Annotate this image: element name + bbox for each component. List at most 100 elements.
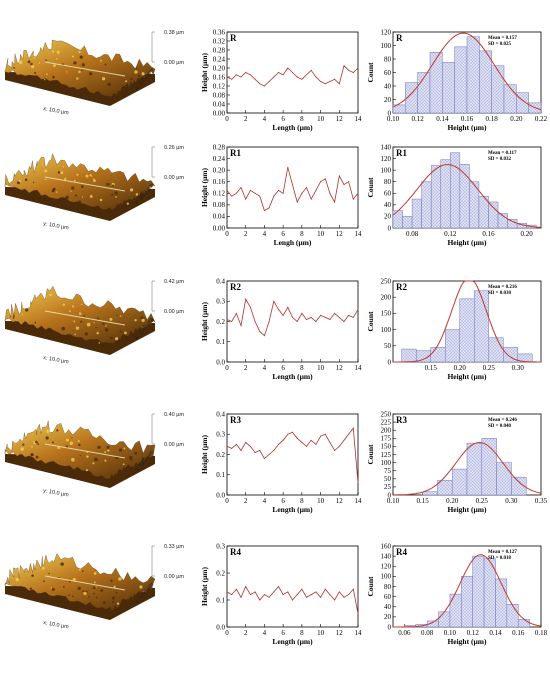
x-tick-label: 8 [300, 629, 304, 637]
y-tick-label: 0.3 [216, 298, 225, 306]
profile-point [292, 184, 293, 186]
histogram-bar [454, 46, 468, 114]
afm-scan-line [44, 575, 126, 591]
y-tick-label: 0 [388, 491, 392, 499]
y-tick-label: 0.28 [213, 46, 226, 54]
afm-texture-speck [30, 62, 33, 66]
y-axis-label: Count [366, 62, 375, 83]
profile-frame [226, 31, 359, 114]
afm-z-max-label: 0.42 µm [164, 279, 184, 285]
afm-texture-speck [76, 77, 79, 80]
x-tick-label: 0.10 [387, 497, 400, 505]
y-tick-label: 0.1 [216, 338, 225, 346]
x-tick-label: 0.12 [444, 230, 457, 238]
afm-texture-speck [73, 179, 76, 182]
histogram-sd-label: SD = 0.032 [488, 157, 511, 162]
afm-texture-speck [34, 321, 37, 324]
afm-texture-speck [78, 50, 81, 54]
afm-texture-speck [71, 55, 75, 58]
profile-point [334, 312, 336, 314]
profile-point [268, 81, 270, 82]
profile-point [352, 427, 354, 429]
profile-point [268, 454, 270, 455]
afm-texture-speck [126, 202, 129, 205]
afm-texture-speck [105, 325, 107, 327]
profile-point [357, 482, 359, 484]
y-tick-label: 0.20 [213, 64, 226, 72]
profile-point [287, 306, 289, 308]
profile-point [240, 449, 242, 451]
afm-texture-speck [128, 455, 133, 460]
afm-z-max-label: 0.38 µm [164, 30, 184, 36]
afm-texture-speck [150, 319, 154, 322]
histogram-bar [503, 84, 517, 114]
x-tick-label: 0.18 [535, 629, 548, 637]
afm-texture-speck [110, 336, 113, 340]
y-tick-label: 0.1 [216, 471, 225, 479]
afm-texture-speck [15, 577, 20, 582]
histogram-bar [401, 348, 417, 363]
afm-texture-speck [96, 331, 99, 335]
y-axis-label: Count [366, 444, 375, 465]
y-tick-label: 25 [384, 483, 392, 491]
profile-point [259, 83, 261, 85]
profile-point [310, 439, 312, 441]
afm-z-min-label: 0.00 µm [164, 574, 184, 580]
y-tick-label: 40 [384, 603, 392, 611]
x-tick-label: 0.08 [421, 629, 434, 637]
afm-texture-speck [50, 587, 52, 589]
x-tick-label: 0.30 [512, 364, 525, 372]
afm-texture-speck [85, 469, 88, 472]
histogram-bar [449, 593, 462, 628]
height-profile-chart: 0.0 0.1 0.2 0.3 0.4 0 2 4 6 8 10 12 14 Length (µm) Hei… [200, 277, 362, 381]
afm-texture-speck [118, 577, 122, 581]
y-tick-label: 100 [381, 573, 392, 581]
x-axis-label: Height (µm) [447, 372, 487, 381]
afm-texture-speck [122, 463, 125, 466]
x-tick-label: 12 [336, 497, 344, 505]
afm-texture-speck [45, 59, 47, 61]
profile-point [343, 321, 345, 322]
x-axis-label: Height (µm) [447, 637, 487, 646]
afm-texture-speck [82, 590, 85, 593]
afm-texture-speck [44, 78, 46, 81]
profile-point [301, 588, 303, 590]
profile-point [324, 178, 326, 180]
figure-row-3: 0.40 µm0.00 µmy: 10.0 µmx: 10.0 µm0.00.1… [4, 410, 548, 514]
afm-texture-speck [106, 445, 110, 449]
afm-texture-speck [123, 447, 126, 450]
figure-row-4: 0.33 µm0.00 µmx: 10.0 µmy: 10.0 µm0.00.1… [4, 542, 548, 646]
x-tick-label: 4 [263, 230, 267, 238]
histogram-bar [444, 329, 460, 363]
afm-texture-speck [115, 337, 119, 341]
afm-texture-speck [100, 59, 102, 62]
afm-texture-speck [112, 184, 115, 187]
histogram-bar [491, 65, 505, 114]
profile-point [254, 321, 256, 322]
afm-texture-speck [45, 178, 47, 180]
histogram-bar [474, 290, 490, 363]
x-tick-label: 12 [336, 629, 344, 637]
y-tick-label: 20 [384, 96, 392, 104]
y-tick-label: 0 [388, 358, 392, 366]
afm-texture-speck [74, 333, 77, 336]
afm-texture-speck [93, 592, 95, 595]
profile-point [329, 81, 331, 82]
y-tick-label: 0.4 [216, 277, 225, 285]
panel-label: R [396, 33, 403, 43]
afm-texture-speck [62, 303, 66, 306]
profile-point [334, 201, 336, 203]
x-tick-label: 8 [300, 497, 304, 505]
profile-point [226, 76, 228, 78]
y-tick-label: 0.08 [213, 91, 226, 99]
profile-point [357, 613, 359, 614]
afm-x-axis-label: x: 10.0 µm [43, 106, 70, 116]
profile-point [296, 594, 298, 596]
gaussian-fit-curve [393, 441, 542, 496]
afm-texture-speck [22, 443, 25, 446]
profile-point [320, 181, 322, 183]
afm-texture-speck [90, 175, 93, 177]
y-tick-label: 0.12 [213, 82, 226, 90]
y-tick-label: 0.20 [213, 166, 226, 174]
histogram-bar [466, 442, 483, 496]
